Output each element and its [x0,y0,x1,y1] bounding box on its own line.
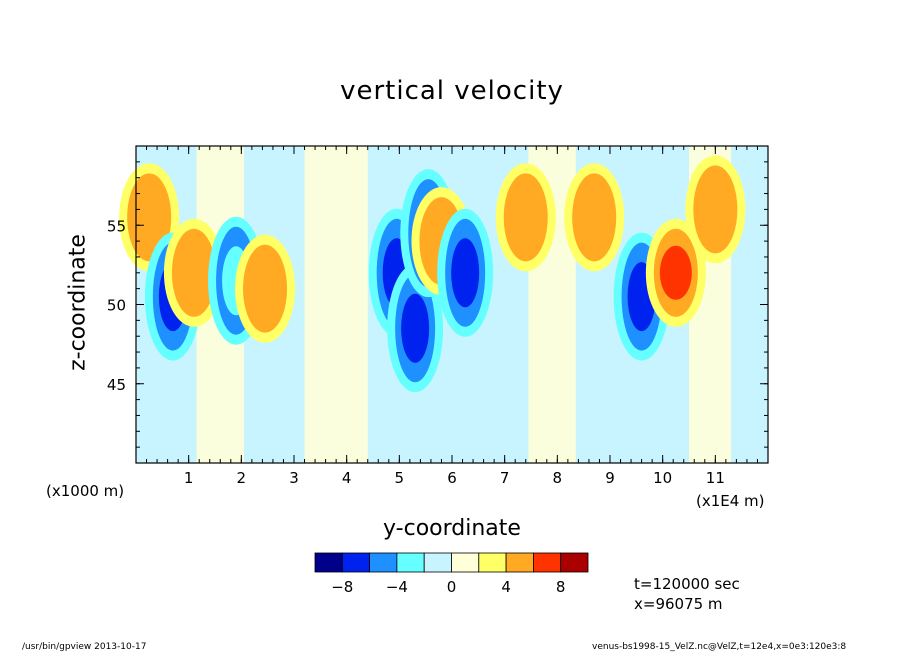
colorbar: −8 −4 0 4 8 [314,552,589,596]
colorbar-swatch [560,552,589,573]
x-tick-label: 6 [447,469,457,487]
footer-program-date: /usr/bin/gpview 2013-10-17 [22,642,147,652]
x-tick-label: 3 [289,469,299,487]
x-tick-label: 2 [237,469,247,487]
x-tick-label: 1 [184,469,194,487]
colorbar-swatch [451,552,480,573]
x-tick-label: 4 [342,469,352,487]
x-tick-label: 8 [553,469,563,487]
feature-core [401,293,430,363]
colorbar-tick-label: 8 [556,578,566,596]
y-tick-label: 45 [107,376,126,394]
colorbar-swatch [533,552,562,573]
x-tick-label: 11 [706,469,725,487]
x-unit-note: (x1000 m) [46,482,125,500]
x-tick-label: 5 [395,469,405,487]
feature-core [578,190,611,245]
y-axis-label: z-coordinate [65,234,91,371]
time-info: t=120000 sec [634,575,740,593]
chart-title: vertical velocity [340,76,564,106]
position-info: x=96075 m [634,595,723,613]
x-tick-label: 7 [500,469,510,487]
colorbar-swatch [478,552,507,573]
footer-data-source: venus-bs1998-15_VelZ.nc@VelZ,t=12e4,x=0e… [592,642,847,652]
feature-core [509,190,542,245]
x-scale-note: (x1E4 m) [696,492,765,510]
colorbar-swatch [341,552,370,573]
feature-core [699,182,732,237]
y-tick-label: 50 [107,297,126,315]
plot-area [119,146,768,463]
colorbar-tick-label: −4 [386,578,408,596]
feature-core [451,238,480,308]
feature-core [177,245,210,300]
x-tick-label: 9 [605,469,615,487]
colorbar-tick-label: 0 [447,578,457,596]
colorbar-swatch [423,552,452,573]
colorbar-tick-label: 4 [501,578,511,596]
colorbar-swatch [314,552,343,573]
x-axis-label: y-coordinate [383,516,521,541]
colorbar-tick-label: −8 [331,578,353,596]
colorbar-swatch [396,552,425,573]
feature-core [659,245,692,300]
field-band [304,146,368,463]
x-tick-label: 10 [653,469,672,487]
feature-core [249,261,282,316]
colorbar-swatch [369,552,398,573]
colorbar-swatch [505,552,534,573]
feature-core [133,190,166,245]
y-tick-label: 55 [107,217,126,235]
